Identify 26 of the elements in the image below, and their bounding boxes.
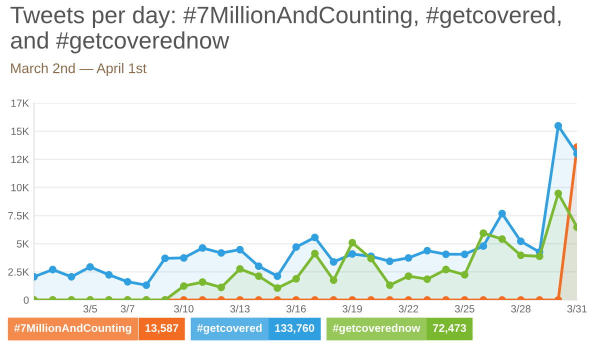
x-tick-label: 3/5 bbox=[83, 304, 97, 313]
y-tick-label: 7.5K bbox=[8, 212, 30, 220]
x-tick-label: 3/31 bbox=[567, 304, 587, 313]
y-tick-label: 15K bbox=[11, 128, 30, 136]
x-tick-label: 3/7 bbox=[120, 304, 134, 313]
x-tick-label: 3/19 bbox=[342, 304, 362, 313]
y-tick-label: 5K bbox=[16, 240, 30, 248]
chart-title: Tweets per day: #7MillionAndCounting, #getcovered, and #getcoverednow bbox=[10, 6, 560, 54]
x-tick-label: 3/22 bbox=[398, 304, 418, 313]
legend-label: #getcovered bbox=[197, 324, 262, 334]
x-tick-label: 3/10 bbox=[174, 304, 194, 313]
y-tick-label: 10K bbox=[11, 184, 30, 192]
y-tick-label: 17K bbox=[11, 100, 30, 107]
text: 72,473 bbox=[432, 324, 466, 334]
legend-label: #7MillionAndCounting bbox=[14, 324, 132, 334]
x-tick-label: 3/16 bbox=[286, 304, 306, 313]
text: 133,760 bbox=[275, 324, 314, 334]
text: 13,587 bbox=[145, 324, 178, 334]
x-tick-label: 3/28 bbox=[511, 304, 531, 313]
legend-label: #getcoverednow bbox=[332, 324, 420, 334]
y-tick-label: 12K bbox=[11, 156, 30, 164]
chart-subtitle: March 2nd — April 1st bbox=[11, 63, 147, 76]
x-tick-label: 3/25 bbox=[454, 304, 474, 313]
y-tick-label: 0 bbox=[24, 296, 29, 304]
y-tick-label: 2.5K bbox=[8, 268, 30, 276]
x-tick-label: 3/13 bbox=[230, 304, 250, 313]
